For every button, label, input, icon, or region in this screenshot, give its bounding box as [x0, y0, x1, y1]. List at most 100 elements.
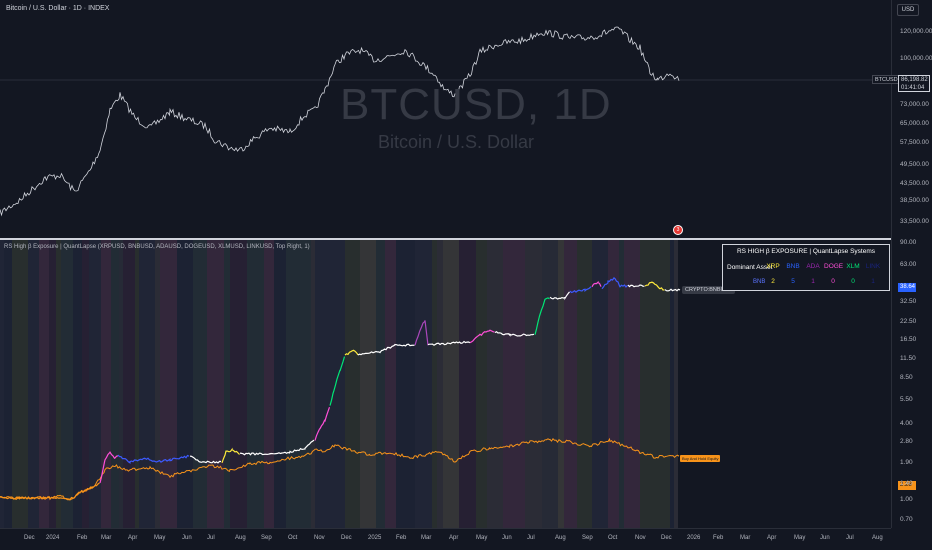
- strategy-segment: [189, 455, 222, 464]
- time-axis-label: Oct: [608, 535, 618, 541]
- strategy-value-tag: 38.64: [898, 283, 916, 292]
- indicator-axis-label: 8.50: [900, 374, 913, 381]
- background-band: [73, 240, 82, 528]
- time-axis-label: Feb: [77, 535, 88, 541]
- background-band: [654, 240, 670, 528]
- background-band: [558, 240, 564, 528]
- background-band: [459, 240, 476, 528]
- table-asset-name: BNB: [786, 263, 800, 270]
- time-axis-label: Dec: [341, 535, 352, 541]
- chart-canvas[interactable]: [0, 0, 891, 528]
- main-axis-label: 120,000.00: [900, 28, 932, 35]
- indicator-axis-label: 90.00: [900, 239, 917, 246]
- background-band: [345, 240, 360, 528]
- background-band: [564, 240, 577, 528]
- background-band: [360, 240, 376, 528]
- table-asset-count: 2: [771, 278, 775, 285]
- strategy-equity-line: [0, 277, 681, 501]
- indicator-axis-label: 0.70: [900, 516, 913, 523]
- background-band: [247, 240, 264, 528]
- background-band: [396, 240, 400, 528]
- last-price-value: 86,198.82: [901, 77, 928, 83]
- background-band: [224, 240, 230, 528]
- time-axis-label: Dec: [24, 535, 35, 541]
- background-band: [119, 240, 123, 528]
- background-band: [49, 240, 56, 528]
- time-axis-label: Nov: [635, 535, 646, 541]
- background-band: [111, 240, 119, 528]
- time-axis-label: Sep: [261, 535, 272, 541]
- table-asset-count: 5: [791, 278, 795, 285]
- watermark-name: Bitcoin / U.S. Dollar: [378, 132, 535, 152]
- background-band: [274, 240, 286, 528]
- background-band: [525, 240, 542, 528]
- main-axis-label: 65,000.00: [900, 120, 929, 127]
- background-band: [400, 240, 415, 528]
- background-band: [476, 240, 487, 528]
- time-axis-label: Mar: [101, 535, 112, 541]
- table-asset-name: XRP: [766, 263, 780, 270]
- last-price-tag: 86,198.82 01:41:04: [898, 75, 930, 92]
- main-axis-label: 73,000.00: [900, 101, 929, 108]
- background-band: [135, 240, 139, 528]
- time-axis-label: Jul: [207, 535, 215, 541]
- pane-separator[interactable]: [0, 238, 891, 240]
- dominance-background-bands: [0, 240, 678, 528]
- background-band: [443, 240, 454, 528]
- background-band: [315, 240, 332, 528]
- time-axis-label: Feb: [396, 535, 407, 541]
- main-axis-label: 33,500.00: [900, 218, 929, 225]
- table-asset-name: DOGE: [824, 263, 844, 270]
- strategy-segment: [0, 482, 100, 501]
- last-price-symbol-tag: BTCUSD: [872, 75, 901, 84]
- background-band: [542, 240, 558, 528]
- background-band: [230, 240, 247, 528]
- main-axis-label: 57,500.00: [900, 139, 929, 146]
- strategy-segment: [329, 356, 346, 406]
- time-axis-label: Apr: [128, 535, 138, 541]
- background-band: [415, 240, 423, 528]
- strategy-segment: [239, 439, 315, 456]
- background-band: [624, 240, 640, 528]
- time-axis-label: Jul: [527, 535, 535, 541]
- symbol-title[interactable]: Bitcoin / U.S. Dollar · 1D · INDEX: [6, 5, 110, 12]
- background-band: [155, 240, 160, 528]
- strategy-segment: [357, 343, 415, 356]
- countdown-value: 01:41:04: [901, 85, 925, 91]
- background-band: [207, 240, 224, 528]
- strategy-segment: [627, 284, 645, 288]
- time-axis-label: Jun: [820, 535, 830, 541]
- time-axis-label: Jul: [846, 535, 854, 541]
- time-axis-label: Apr: [449, 535, 459, 541]
- background-band: [160, 240, 177, 528]
- time-axis[interactable]: [0, 528, 891, 550]
- strategy-segment: [494, 330, 535, 337]
- buy-hold-equity-line: [0, 437, 680, 501]
- background-band: [670, 240, 674, 528]
- background-band: [514, 240, 525, 528]
- table-current-asset: BNB: [753, 279, 766, 285]
- time-axis-label: May: [154, 535, 166, 541]
- indicator-axis-label: 1.90: [900, 459, 913, 466]
- strategy-segment: [549, 291, 570, 301]
- background-band: [385, 240, 396, 528]
- time-axis-label: Mar: [421, 535, 432, 541]
- time-axis-label: Apr: [767, 535, 777, 541]
- event-marker-icon[interactable]: 3: [673, 225, 683, 235]
- time-axis-label: Jun: [502, 535, 512, 541]
- currency-button[interactable]: USD: [897, 4, 919, 16]
- buy-hold-label: Buy And Hold Equity: [680, 455, 721, 462]
- indicator-axis-label: 2.80: [900, 438, 913, 445]
- time-axis-label: Nov: [314, 535, 325, 541]
- background-band: [640, 240, 654, 528]
- time-axis-label: Aug: [872, 535, 883, 541]
- background-band: [0, 240, 4, 528]
- indicator-axis-label: 22.50: [900, 318, 917, 325]
- background-band: [177, 240, 193, 528]
- indicator-title[interactable]: RS High β Exposure | QuantLapse (XRPUSD,…: [4, 244, 310, 250]
- background-band: [56, 240, 61, 528]
- indicator-axis-label: 4.00: [900, 420, 913, 427]
- strategy-segment: [664, 288, 681, 292]
- strategy-segment: [221, 447, 240, 464]
